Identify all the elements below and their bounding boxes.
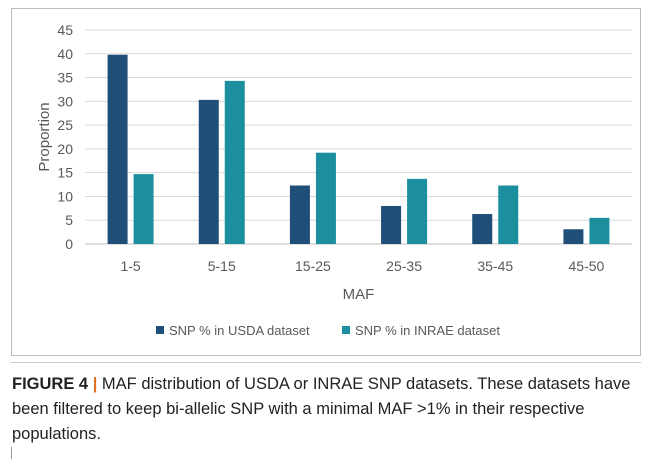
- bar: [289, 185, 310, 244]
- x-tick-label: 35-45: [477, 258, 513, 274]
- figure-caption-text: MAF distribution of USDA or INRAE SNP da…: [12, 375, 631, 443]
- x-tick-label: 15-25: [295, 258, 331, 274]
- page-edge-mark: [11, 447, 12, 459]
- y-tick-label: 15: [57, 165, 73, 181]
- y-axis-title: Proportion: [36, 102, 53, 171]
- y-tick-label: 5: [65, 212, 73, 228]
- bar-chart: 0 5 10 15 20 25 30 35 40 45 1-5 5-15 15-25 25-35 35-45…: [36, 22, 632, 338]
- y-tick-label: 35: [57, 70, 73, 86]
- bar: [133, 174, 154, 244]
- y-tick-label: 0: [65, 236, 73, 252]
- x-tick-label: 5-15: [208, 258, 236, 274]
- bar: [315, 152, 336, 244]
- legend-swatch: [342, 326, 350, 334]
- bar: [107, 54, 128, 245]
- y-tick-label: 10: [57, 188, 73, 204]
- bar: [498, 185, 519, 244]
- y-tick-label: 40: [57, 46, 73, 62]
- figure-caption: FIGURE 4 | MAF distribution of USDA or I…: [12, 372, 637, 447]
- caption-divider: [11, 362, 641, 363]
- y-tick-label: 20: [57, 141, 73, 157]
- x-tick-label: 1-5: [120, 258, 140, 274]
- y-tick-label: 30: [57, 93, 73, 109]
- figure-label: FIGURE 4: [12, 375, 89, 393]
- x-axis-title: MAF: [343, 286, 375, 303]
- x-tick-label: 25-35: [386, 258, 422, 274]
- bar: [472, 214, 493, 244]
- legend-swatch: [156, 326, 164, 334]
- bar: [407, 178, 428, 244]
- y-tick-label: 25: [57, 117, 73, 133]
- legend-label: SNP % in USDA dataset: [169, 323, 310, 338]
- chart-frame: 0 5 10 15 20 25 30 35 40 45 1-5 5-15 15-25 25-35 35-45…: [11, 8, 641, 356]
- bar: [224, 80, 245, 244]
- legend-label: SNP % in INRAE dataset: [355, 323, 500, 338]
- bar: [381, 205, 402, 244]
- bar: [589, 217, 610, 244]
- figure-separator: |: [88, 375, 102, 393]
- x-tick-label: 45-50: [569, 258, 605, 274]
- y-tick-label: 45: [57, 22, 73, 38]
- bar: [198, 99, 219, 244]
- bar: [563, 229, 584, 244]
